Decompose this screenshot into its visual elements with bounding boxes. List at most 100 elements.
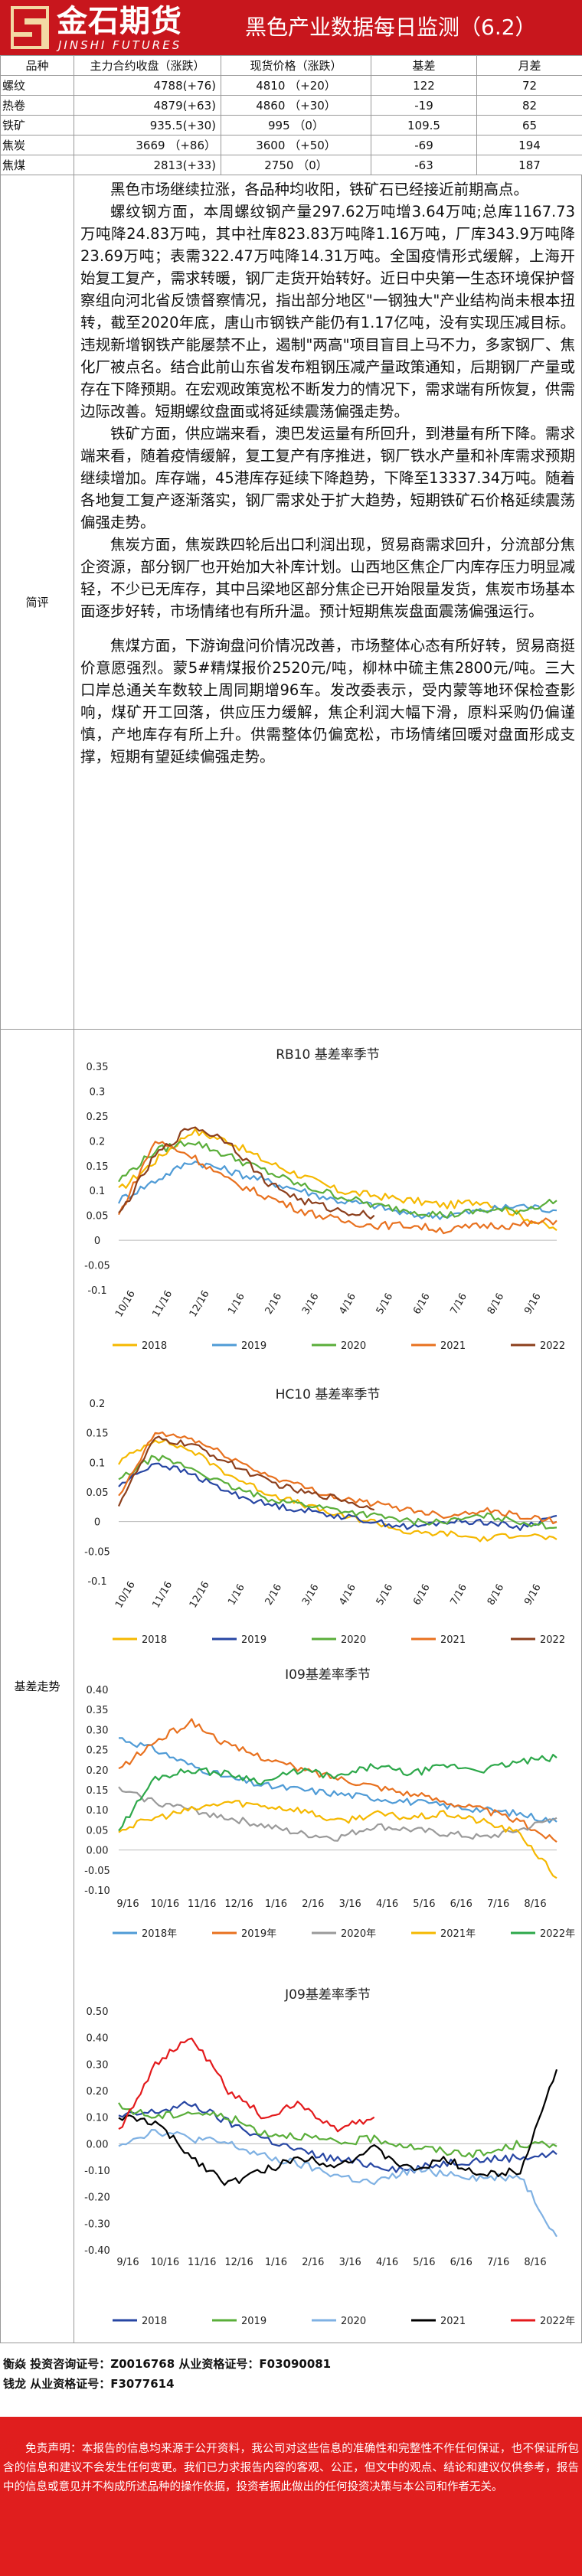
- series-line-2019: [119, 1464, 557, 1530]
- legend-label: 2022年: [540, 1928, 575, 1940]
- y-tick-label: 0.00: [87, 2139, 109, 2150]
- basis-value: -19: [371, 96, 477, 116]
- logo-mark-icon: [11, 6, 49, 49]
- table-row: 热卷 4879(+63) 4860 （+30） -19 82: [1, 96, 582, 116]
- legend-label: 2019: [241, 1634, 266, 1646]
- basis-value: 122: [371, 76, 477, 96]
- y-tick-label: 0.15: [87, 1428, 109, 1440]
- legend-label: 2021年: [440, 1928, 476, 1940]
- x-tick-label: 12/16: [224, 1899, 253, 1910]
- spot-price: 3600 （+50）: [221, 135, 371, 155]
- month-spread: 72: [477, 76, 582, 96]
- x-tick-label: 2/16: [263, 1582, 285, 1608]
- y-tick-label: 0.05: [87, 1487, 109, 1499]
- y-tick-label: 0: [94, 1236, 100, 1247]
- x-tick-label: 6/16: [411, 1582, 433, 1608]
- analysis-paragraph: 焦炭方面，焦炭跌四轮后出口利润出现，贸易商需求回升，分流部分焦企资源，部分钢厂也…: [80, 534, 575, 622]
- basis-value: -63: [371, 155, 477, 175]
- y-tick-label: -0.05: [84, 1866, 110, 1877]
- y-tick-label: -0.30: [84, 2218, 110, 2230]
- series-line-2022: [119, 1128, 374, 1219]
- spot-price: 4860 （+30）: [221, 96, 371, 116]
- chart-i09-svg: 0.400.350.300.250.200.150.100.050.00-0.0…: [74, 1660, 581, 1980]
- x-tick-label: 6/16: [450, 2257, 472, 2268]
- analyst-line: 钱龙 从业资格证号：F3077614: [3, 2374, 579, 2394]
- y-tick-label: 0.35: [87, 1705, 109, 1716]
- legend-label: 2019: [241, 1340, 266, 1352]
- commodity-name: 焦炭: [1, 135, 74, 155]
- commodity-name: 热卷: [1, 96, 74, 116]
- y-tick-label: -0.1: [87, 1285, 106, 1297]
- legend-label: 2021: [440, 1340, 466, 1352]
- futures-close: 3669 （+86）: [74, 135, 221, 155]
- y-tick-label: -0.40: [84, 2245, 110, 2257]
- x-tick-label: 4/16: [337, 1291, 358, 1317]
- x-tick-label: 1/16: [265, 2257, 287, 2268]
- x-tick-label: 7/16: [448, 1582, 469, 1608]
- spot-price: 995 （0）: [221, 116, 371, 135]
- y-tick-label: 0.00: [87, 1846, 109, 1857]
- x-tick-label: 11/16: [188, 2257, 216, 2268]
- futures-close: 4788(+76): [74, 76, 221, 96]
- y-tick-label: 0.30: [87, 2059, 109, 2071]
- analyst-line: 衡焱 投资咨询证号：Z0016768 从业资格证号：F03090081: [3, 2354, 579, 2374]
- y-tick-label: 0.25: [87, 1112, 109, 1123]
- x-tick-label: 6/16: [411, 1291, 433, 1317]
- x-tick-label: 5/16: [413, 1899, 435, 1910]
- x-tick-label: 8/16: [524, 2257, 546, 2268]
- legend-label: 2022: [540, 1340, 565, 1352]
- y-tick-label: -0.1: [87, 1576, 106, 1588]
- x-tick-label: 4/16: [337, 1582, 358, 1608]
- disclaimer-text: 免责声明：本报告的信息均来源于公开资料，我公司对这些信息的准确性和完整性不作任何…: [3, 2440, 579, 2497]
- y-tick-label: -0.05: [84, 1546, 110, 1558]
- x-tick-label: 8/16: [486, 1291, 507, 1317]
- x-tick-label: 2/16: [302, 2257, 324, 2268]
- x-tick-label: 3/16: [300, 1582, 322, 1608]
- x-tick-label: 3/16: [339, 1899, 361, 1910]
- basis-value: -69: [371, 135, 477, 155]
- x-tick-label: 3/16: [300, 1291, 322, 1317]
- x-tick-label: 4/16: [376, 1899, 398, 1910]
- commodity-name: 焦煤: [1, 155, 74, 175]
- analysis-label: 简评: [1, 175, 74, 1029]
- spot-price: 2750 （0）: [221, 155, 371, 175]
- logo-english-text: JINSHI FUTURES: [58, 38, 181, 52]
- month-spread: 194: [477, 135, 582, 155]
- x-tick-label: 1/16: [265, 1899, 287, 1910]
- column-header: 基差: [371, 56, 477, 76]
- analysis-paragraph: 螺纹钢方面，本周螺纹钢产量297.62万吨增3.64万吨;总库1167.73万吨…: [80, 201, 575, 423]
- analyst-contacts: 衡焱 投资咨询证号：Z0016768 从业资格证号：F03090081 钱龙 从…: [0, 2343, 582, 2417]
- x-tick-label: 6/16: [450, 1899, 472, 1910]
- y-tick-label: 0.1: [90, 1458, 106, 1469]
- legend-label: 2018年: [142, 1928, 177, 1940]
- futures-close: 935.5(+30): [74, 116, 221, 135]
- x-tick-label: 11/16: [150, 1288, 175, 1319]
- y-tick-label: 0.2: [90, 1136, 106, 1148]
- x-tick-label: 12/16: [188, 1288, 212, 1319]
- report-title: 黑色产业数据每日监测（6.2）: [245, 0, 537, 55]
- futures-close: 4879(+63): [74, 96, 221, 116]
- x-tick-label: 10/16: [151, 1899, 179, 1910]
- x-tick-label: 8/16: [524, 1899, 546, 1910]
- legend-label: 2019年: [241, 1928, 276, 1940]
- legend-label: 2019: [241, 2316, 266, 2327]
- x-tick-label: 4/16: [376, 2257, 398, 2268]
- y-tick-label: 0.20: [87, 2086, 109, 2098]
- month-spread: 82: [477, 96, 582, 116]
- series-line-2018: [119, 1129, 557, 1230]
- analysis-paragraph: 焦煤方面，下游询盘问价情况改善，市场整体心态有所好转，贸易商挺价意愿强烈。蒙5#…: [80, 635, 575, 768]
- x-tick-label: 2/16: [302, 1899, 324, 1910]
- legend-label: 2020年: [341, 1928, 376, 1940]
- y-tick-label: 0.05: [87, 1825, 109, 1837]
- y-tick-label: 0.05: [87, 1211, 109, 1223]
- y-tick-label: 0.30: [87, 1725, 109, 1736]
- y-tick-label: -0.10: [84, 2166, 110, 2177]
- legend-label: 2018: [142, 1634, 167, 1646]
- x-tick-label: 12/16: [224, 2257, 253, 2268]
- spot-price: 4810 （+20）: [221, 76, 371, 96]
